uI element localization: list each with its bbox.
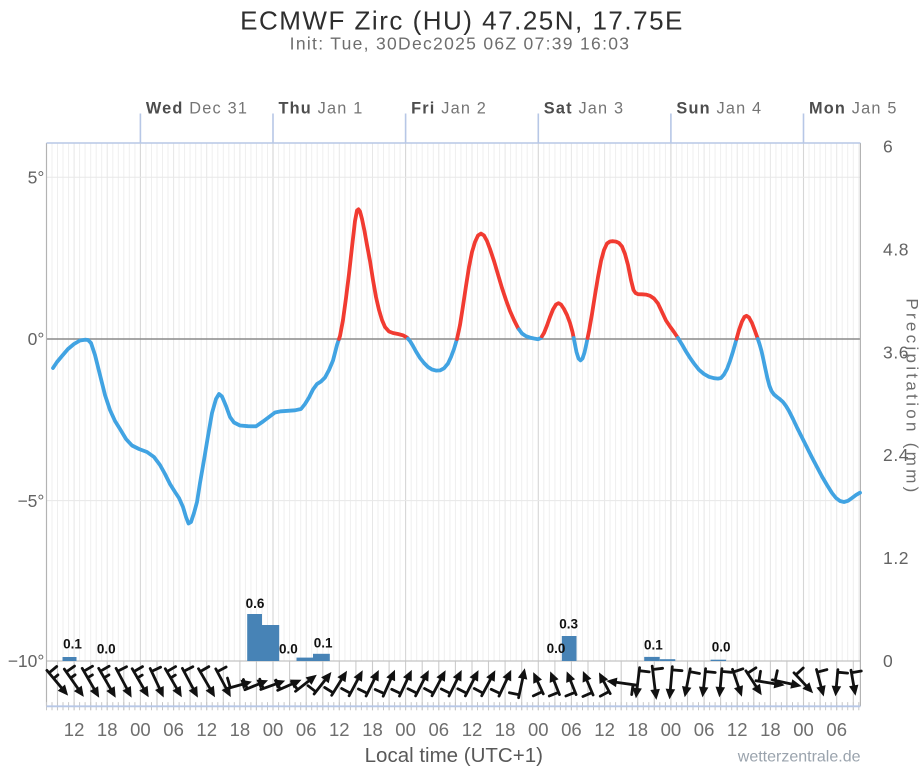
- svg-text:06: 06: [694, 719, 715, 740]
- svg-text:12: 12: [64, 719, 85, 740]
- svg-text:4.8: 4.8: [883, 239, 909, 259]
- svg-text:00: 00: [395, 719, 416, 740]
- svg-text:0.6: 0.6: [246, 596, 265, 611]
- svg-text:Sun Jan 4: Sun Jan 4: [676, 100, 762, 118]
- svg-text:0.3: 0.3: [559, 616, 578, 631]
- svg-text:Precipitation (mm): Precipitation (mm): [903, 298, 921, 495]
- svg-text:12: 12: [329, 719, 350, 740]
- svg-text:00: 00: [263, 719, 284, 740]
- svg-text:18: 18: [97, 719, 118, 740]
- svg-text:Mon Jan 5: Mon Jan 5: [809, 100, 898, 118]
- svg-text:06: 06: [429, 719, 450, 740]
- svg-text:18: 18: [495, 719, 516, 740]
- svg-text:0: 0: [883, 651, 893, 671]
- svg-text:06: 06: [296, 719, 317, 740]
- svg-text:18: 18: [230, 719, 251, 740]
- svg-text:0.0: 0.0: [712, 640, 731, 655]
- svg-text:wetterzentrale.de: wetterzentrale.de: [737, 749, 861, 766]
- svg-text:00: 00: [528, 719, 549, 740]
- svg-text:ECMWF Zirc (HU) 47.25N, 17.75E: ECMWF Zirc (HU) 47.25N, 17.75E: [240, 6, 684, 36]
- svg-text:06: 06: [826, 719, 847, 740]
- svg-text:Fri Jan 2: Fri Jan 2: [411, 100, 487, 118]
- svg-text:Init: Tue, 30Dec2025 06Z 07:39: Init: Tue, 30Dec2025 06Z 07:39 16:03: [290, 34, 631, 54]
- svg-text:1.2: 1.2: [883, 548, 909, 568]
- svg-text:6: 6: [883, 136, 893, 156]
- svg-text:2.4: 2.4: [883, 445, 909, 465]
- svg-text:0°: 0°: [28, 329, 45, 349]
- svg-text:5°: 5°: [28, 168, 45, 188]
- svg-text:0.0: 0.0: [279, 642, 298, 657]
- svg-text:0.1: 0.1: [314, 635, 333, 650]
- svg-text:0.1: 0.1: [644, 638, 663, 653]
- svg-text:0.1: 0.1: [63, 637, 82, 652]
- svg-text:−10°: −10°: [8, 651, 45, 671]
- svg-text:18: 18: [627, 719, 648, 740]
- svg-text:06: 06: [163, 719, 184, 740]
- svg-text:12: 12: [727, 719, 748, 740]
- svg-text:Local time (UTC+1): Local time (UTC+1): [365, 744, 543, 767]
- svg-text:−5°: −5°: [17, 491, 44, 511]
- svg-text:18: 18: [362, 719, 383, 740]
- svg-text:12: 12: [462, 719, 483, 740]
- svg-text:00: 00: [661, 719, 682, 740]
- svg-text:06: 06: [561, 719, 582, 740]
- svg-text:0.0: 0.0: [547, 641, 566, 656]
- svg-text:12: 12: [196, 719, 217, 740]
- svg-text:Wed Dec 31: Wed Dec 31: [146, 100, 248, 118]
- svg-text:3.6: 3.6: [883, 342, 909, 362]
- svg-text:Sat Jan 3: Sat Jan 3: [544, 100, 625, 118]
- svg-text:18: 18: [760, 719, 781, 740]
- svg-text:Thu Jan 1: Thu Jan 1: [279, 100, 364, 118]
- svg-text:00: 00: [130, 719, 151, 740]
- svg-text:12: 12: [594, 719, 615, 740]
- svg-text:00: 00: [793, 719, 814, 740]
- svg-text:0.0: 0.0: [97, 642, 116, 657]
